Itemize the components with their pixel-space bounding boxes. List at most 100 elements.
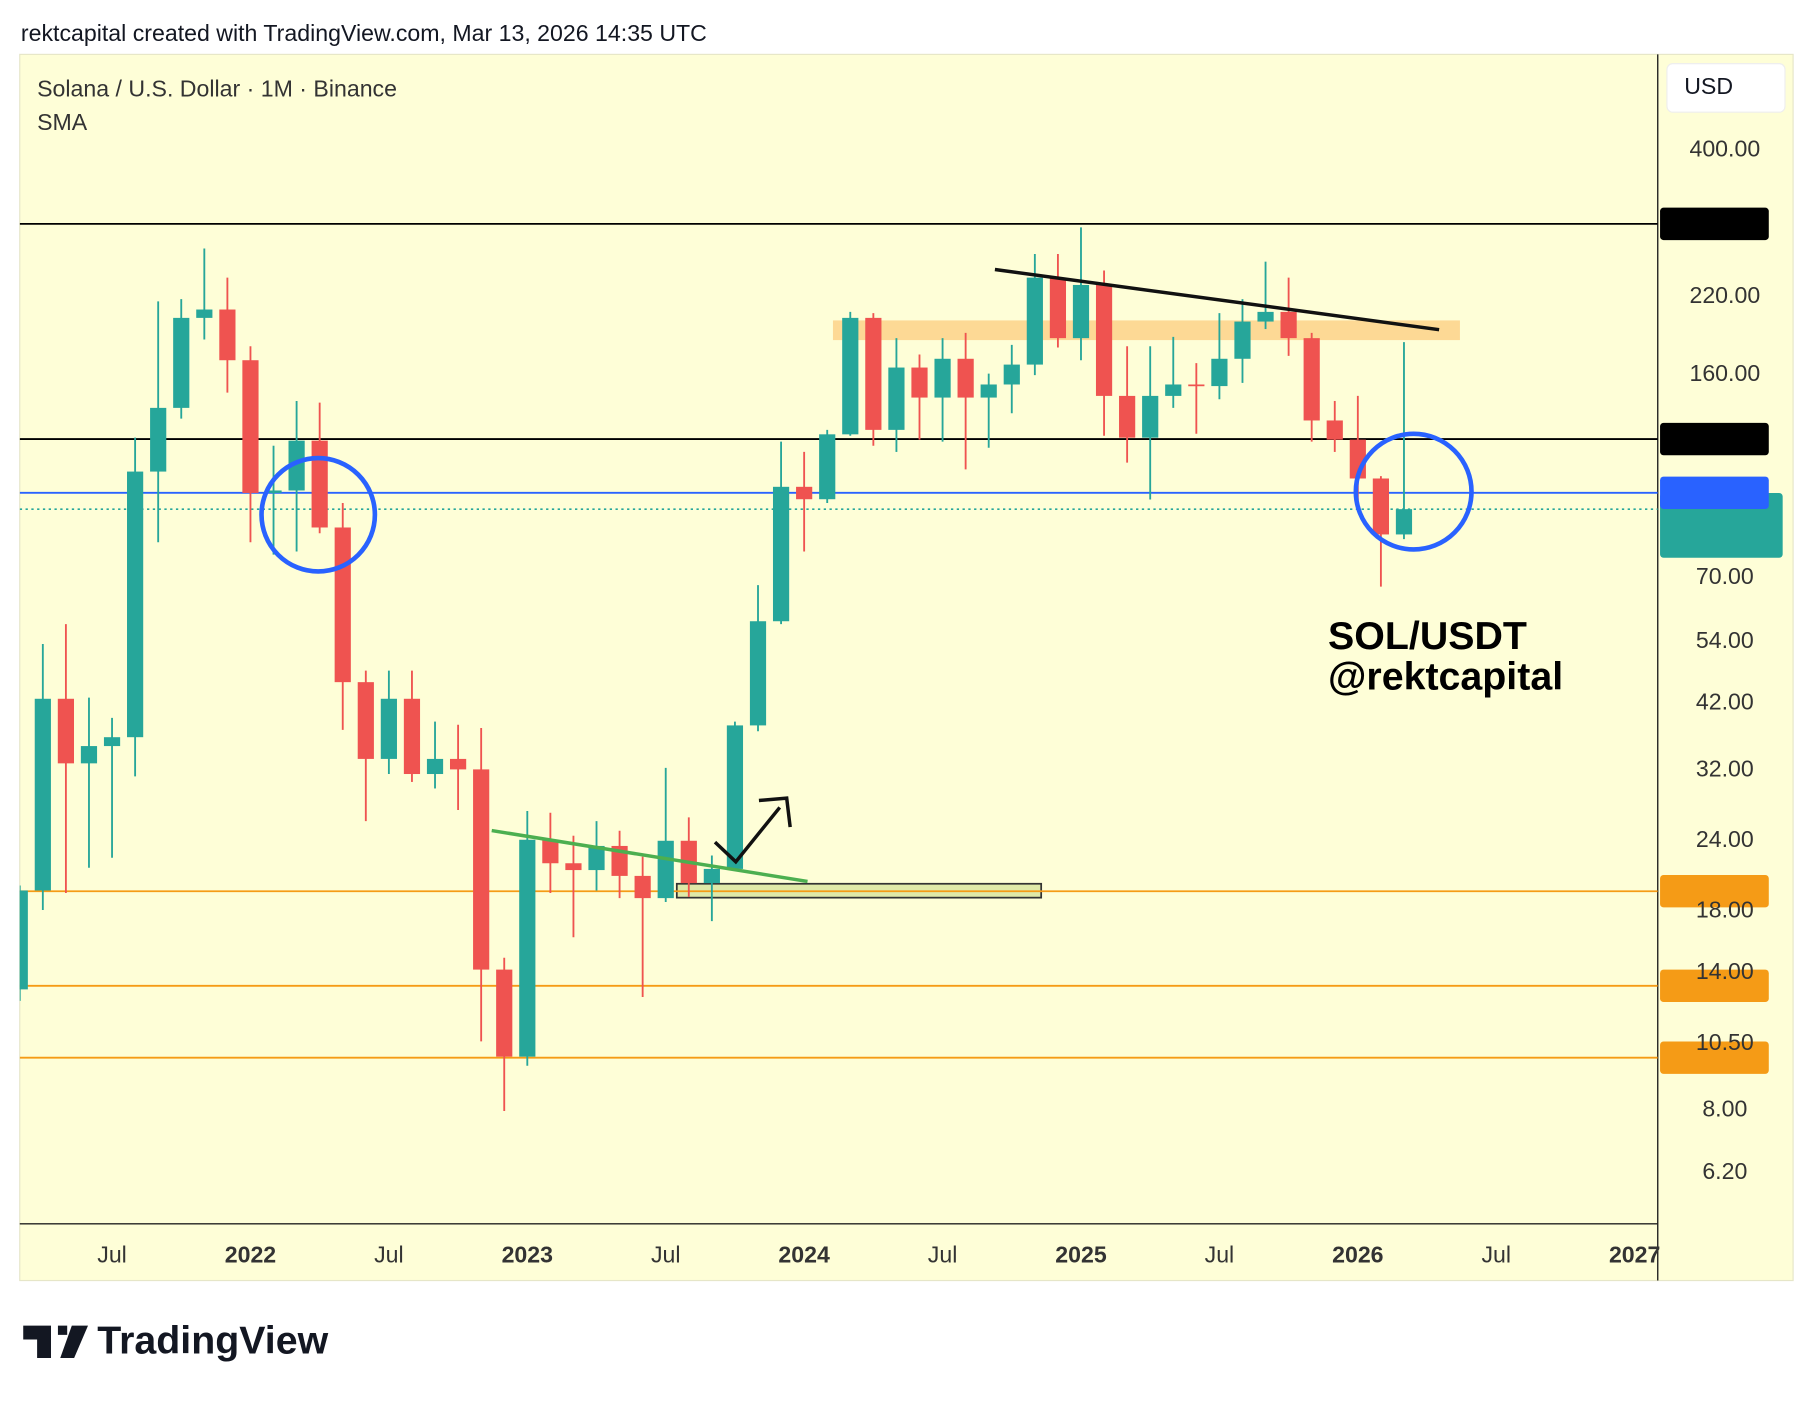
price-label-bg (1660, 969, 1769, 1003)
candle-body (57, 698, 74, 764)
candle-body (819, 434, 836, 500)
candle-body (473, 769, 490, 970)
x-tick-label: 2023 (502, 1241, 554, 1267)
candle-body (796, 486, 813, 500)
x-tick-label: 2024 (778, 1241, 830, 1267)
candle-body (449, 758, 467, 770)
candle-body (1211, 358, 1228, 387)
candle-body (519, 839, 536, 1057)
candle-body (426, 758, 444, 775)
candle-body (34, 698, 51, 891)
candle-body (1095, 284, 1113, 396)
price-label-bg (1660, 476, 1769, 509)
candle-body (749, 621, 767, 726)
candle-body (911, 367, 928, 398)
candle-body (1326, 420, 1343, 440)
x-tick-label: Jul (1481, 1241, 1511, 1267)
x-tick-label: 2022 (225, 1241, 276, 1267)
candle-body (311, 440, 328, 528)
candle-body (565, 863, 582, 871)
x-tick-label: 2027 (1609, 1241, 1660, 1267)
x-tick-label: Jul (97, 1241, 127, 1267)
indicator-label: SMA (37, 109, 88, 135)
x-tick-label: 2025 (1055, 1241, 1107, 1267)
candle-body (772, 486, 790, 622)
trendline (994, 267, 1440, 332)
y-tick-label: 14.00 (1696, 958, 1754, 984)
price-label-bg (1660, 1041, 1769, 1074)
candle-body (888, 367, 905, 430)
x-tick-label: Jul (651, 1241, 681, 1267)
currency-button[interactable] (1666, 63, 1786, 113)
annotation: SOL/USDT (1328, 614, 1527, 658)
highlight-circle (1353, 431, 1474, 552)
x-tick-label: 2026 (1332, 1241, 1384, 1267)
y-tick-label: 6.20 (1702, 1158, 1747, 1184)
y-tick-label: 400.00 (1689, 135, 1760, 161)
arrow (713, 806, 782, 865)
candle-body (242, 360, 259, 493)
candle-body (357, 682, 374, 759)
drawings: SOL/USDT @rektcapital (259, 267, 1563, 884)
candle-body (334, 527, 351, 683)
candle-body (173, 317, 190, 408)
candle-body (196, 309, 213, 318)
candle-body (1234, 321, 1251, 359)
trendline (491, 828, 808, 884)
currency-label: USD (1684, 73, 1733, 99)
logo-icon (23, 1325, 89, 1359)
last-price-bg (1660, 492, 1783, 558)
candle-body (288, 440, 305, 491)
candle-body (150, 407, 167, 472)
brand: TradingView (97, 1318, 328, 1362)
price-label-bg (1660, 875, 1769, 908)
y-tick-label: 54.00 (1696, 627, 1754, 653)
candle-body (103, 737, 121, 747)
candle-body (842, 317, 859, 435)
candle-body (1395, 509, 1413, 535)
candle-body (403, 698, 421, 775)
candle-body (1303, 338, 1320, 421)
candle-body (1119, 395, 1136, 438)
header: rektcapital created with TradingView.com… (21, 20, 707, 46)
candle-body (726, 725, 744, 869)
logo: TradingView (23, 1318, 329, 1362)
candle-body (219, 309, 236, 361)
candle-body (542, 839, 559, 864)
resistance-zone (832, 320, 1460, 341)
candle-body (380, 698, 397, 759)
candle-body (634, 875, 651, 899)
candle-body (588, 845, 605, 871)
candle-body (957, 358, 974, 398)
candle-body (80, 746, 98, 764)
annotation: @rektcapital (1328, 654, 1563, 698)
candle-body (703, 868, 720, 884)
candle-body (1026, 277, 1043, 365)
candle-body (1072, 284, 1090, 339)
candle-body (19, 890, 28, 990)
candle-body (1372, 478, 1389, 535)
y-tick-label: 24.00 (1696, 826, 1754, 852)
candle-body (980, 384, 997, 398)
candle-body (265, 490, 282, 493)
arrow-head (758, 796, 792, 828)
y-tick-label: 32.00 (1696, 755, 1754, 781)
y-tick-label: 220.00 (1689, 282, 1760, 308)
x-tick-label: Jul (928, 1241, 958, 1267)
candle-body (1188, 384, 1205, 387)
y-tick-label: 10.50 (1696, 1029, 1754, 1055)
y-tick-label: 160.00 (1689, 360, 1760, 386)
price-label-bg (1660, 207, 1769, 241)
candle-body (657, 840, 674, 899)
y-tick-label: 70.00 (1696, 563, 1754, 589)
price-label-bg (1660, 422, 1769, 456)
x-tick-label: Jul (1205, 1241, 1235, 1267)
x-tick-label: Jul (374, 1241, 404, 1267)
y-tick-label: 18.00 (1696, 897, 1754, 923)
candle-body (496, 969, 513, 1057)
y-tick-label: 8.00 (1702, 1096, 1747, 1122)
candle-body (127, 471, 144, 738)
candle-body (1165, 384, 1182, 396)
